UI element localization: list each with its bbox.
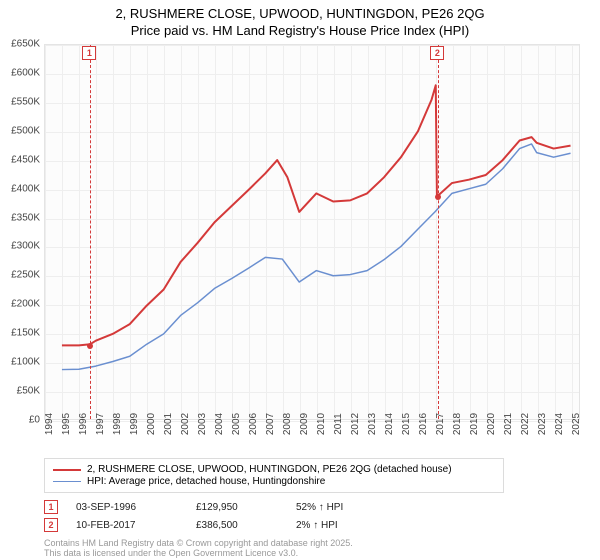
- sale-point-dot: [435, 194, 441, 200]
- y-tick-label: £500K: [11, 125, 40, 136]
- series-line: [62, 144, 571, 370]
- x-tick-label: 2002: [180, 413, 191, 435]
- title-line-2: Price paid vs. HM Land Registry's House …: [0, 23, 600, 40]
- x-tick-label: 1996: [78, 413, 89, 435]
- marker-pct: 2% ↑ HPI: [296, 520, 436, 531]
- x-tick-label: 1999: [129, 413, 140, 435]
- marker-box: 1: [44, 500, 58, 514]
- marker-box: 1: [82, 46, 96, 60]
- marker-pct: 52% ↑ HPI: [296, 502, 436, 513]
- chart-title: 2, RUSHMERE CLOSE, UPWOOD, HUNTINGDON, P…: [0, 0, 600, 40]
- legend-item: 2, RUSHMERE CLOSE, UPWOOD, HUNTINGDON, P…: [53, 464, 495, 475]
- attribution-line-1: Contains HM Land Registry data © Crown c…: [44, 538, 353, 548]
- x-tick-label: 2009: [299, 413, 310, 435]
- marker-detail-row: 2 10-FEB-2017£386,5002% ↑ HPI: [44, 518, 564, 532]
- y-tick-label: £300K: [11, 241, 40, 252]
- y-tick-label: £450K: [11, 154, 40, 165]
- y-tick-label: £650K: [11, 39, 40, 50]
- x-tick-label: 2007: [265, 413, 276, 435]
- y-tick-label: £50K: [17, 386, 40, 397]
- marker-box: 2: [44, 518, 58, 532]
- title-line-1: 2, RUSHMERE CLOSE, UPWOOD, HUNTINGDON, P…: [0, 6, 600, 23]
- x-tick-label: 2013: [367, 413, 378, 435]
- marker-price: £386,500: [196, 520, 296, 531]
- x-tick-label: 2006: [248, 413, 259, 435]
- attribution-text: Contains HM Land Registry data © Crown c…: [44, 538, 353, 559]
- x-tick-label: 2022: [520, 413, 531, 435]
- y-tick-label: £250K: [11, 270, 40, 281]
- marker-box: 2: [430, 46, 444, 60]
- marker-detail-row: 1 03-SEP-1996£129,95052% ↑ HPI: [44, 500, 564, 514]
- x-tick-label: 2023: [537, 413, 548, 435]
- x-tick-label: 2014: [384, 413, 395, 435]
- x-tick-label: 2011: [333, 413, 344, 435]
- x-tick-label: 2003: [197, 413, 208, 435]
- legend-label: HPI: Average price, detached house, Hunt…: [87, 476, 325, 487]
- x-tick-label: 2008: [282, 413, 293, 435]
- legend-swatch: [53, 469, 81, 471]
- x-tick-label: 2020: [486, 413, 497, 435]
- sale-point-dot: [87, 343, 93, 349]
- x-tick-label: 2010: [316, 413, 327, 435]
- legend-item: HPI: Average price, detached house, Hunt…: [53, 476, 495, 487]
- marker-date: 10-FEB-2017: [76, 520, 196, 531]
- y-tick-label: £100K: [11, 357, 40, 368]
- series-line: [62, 85, 571, 345]
- marker-date: 03-SEP-1996: [76, 502, 196, 513]
- y-tick-label: £600K: [11, 67, 40, 78]
- x-tick-label: 2018: [452, 413, 463, 435]
- x-tick-label: 2019: [469, 413, 480, 435]
- x-tick-label: 2017: [435, 413, 446, 435]
- x-tick-label: 1998: [112, 413, 123, 435]
- x-tick-label: 2025: [571, 413, 582, 435]
- x-tick-label: 2016: [418, 413, 429, 435]
- chart-plot-area: [44, 44, 580, 420]
- chart-legend: 2, RUSHMERE CLOSE, UPWOOD, HUNTINGDON, P…: [44, 458, 504, 493]
- x-tick-label: 2012: [350, 413, 361, 435]
- x-tick-label: 2000: [146, 413, 157, 435]
- x-tick-label: 2015: [401, 413, 412, 435]
- x-tick-label: 2005: [231, 413, 242, 435]
- x-tick-label: 2001: [163, 413, 174, 435]
- y-tick-label: £350K: [11, 212, 40, 223]
- chart-lines-svg: [45, 45, 579, 419]
- x-tick-label: 2021: [503, 413, 514, 435]
- x-tick-label: 1997: [95, 413, 106, 435]
- y-tick-label: £200K: [11, 299, 40, 310]
- legend-swatch: [53, 481, 81, 482]
- x-tick-label: 2004: [214, 413, 225, 435]
- attribution-line-2: This data is licensed under the Open Gov…: [44, 548, 353, 558]
- x-tick-label: 1995: [61, 413, 72, 435]
- legend-label: 2, RUSHMERE CLOSE, UPWOOD, HUNTINGDON, P…: [87, 464, 452, 475]
- y-tick-label: £0: [29, 415, 40, 426]
- y-tick-label: £400K: [11, 183, 40, 194]
- y-tick-label: £550K: [11, 96, 40, 107]
- marker-price: £129,950: [196, 502, 296, 513]
- x-tick-label: 2024: [554, 413, 565, 435]
- x-tick-label: 1994: [44, 413, 55, 435]
- y-tick-label: £150K: [11, 328, 40, 339]
